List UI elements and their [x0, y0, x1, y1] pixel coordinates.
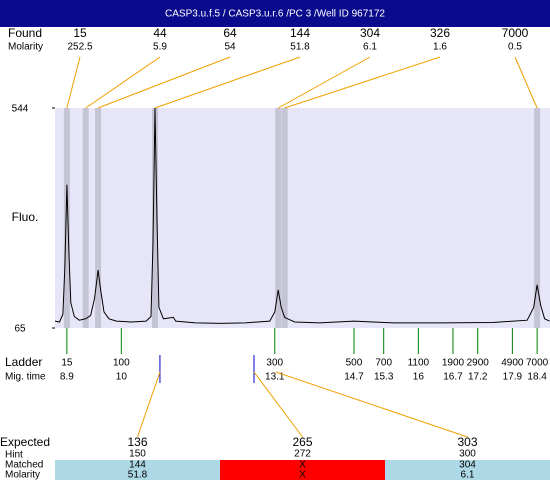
- found-size: 326: [430, 26, 450, 40]
- peak-band: [151, 108, 158, 328]
- peak-connector: [97, 56, 231, 109]
- header-title: CASP3.u.f.5 / CASP3.u.r.6 /PC 3 /Well ID…: [165, 9, 385, 20]
- peak-band: [275, 108, 282, 328]
- matched: 304: [459, 460, 476, 471]
- matched: X: [299, 460, 306, 471]
- matched-molarity: 51.8: [128, 470, 148, 480]
- found-molarity: 252.5: [67, 42, 92, 53]
- expected-label: Expected: [0, 435, 50, 449]
- peak-connector: [284, 56, 441, 109]
- match-cell: [385, 460, 550, 480]
- found-label: Found: [8, 26, 42, 40]
- y-tick-label: 65: [14, 324, 26, 335]
- matched-label: Matched: [5, 460, 43, 471]
- matched: 144: [129, 460, 146, 471]
- expected-connector: [137, 371, 161, 438]
- found-molarity: 6.1: [363, 42, 377, 53]
- molarity-label: Molarity: [5, 470, 40, 480]
- ladder-label: Ladder: [5, 355, 42, 369]
- peak-band: [534, 108, 541, 328]
- ladder-mig-time: 17.9: [503, 372, 523, 383]
- ladder-size: 1100: [408, 358, 430, 369]
- ladder-size: 300: [266, 358, 283, 369]
- found-size: 304: [360, 26, 380, 40]
- peak-connector: [278, 56, 371, 109]
- plot-area: [55, 108, 550, 328]
- molarity-label: Molarity: [8, 42, 43, 53]
- found-size: 64: [223, 26, 237, 40]
- found-molarity: 54: [224, 42, 236, 53]
- found-molarity: 51.8: [290, 42, 310, 53]
- y-axis-label: Fluo.: [12, 210, 39, 224]
- ladder-mig-time: 16.7: [443, 372, 463, 383]
- matched-molarity: X: [299, 470, 306, 480]
- peak-connector: [514, 56, 538, 109]
- match-cell: [55, 460, 220, 480]
- expected-size: 136: [127, 435, 147, 449]
- found-molarity: 0.5: [508, 42, 522, 53]
- peak-band: [82, 108, 89, 328]
- peak-connector: [85, 56, 161, 109]
- ladder-mig-time: 8.9: [60, 372, 74, 383]
- header-bar: [0, 0, 550, 27]
- found-size: 15: [73, 26, 87, 40]
- ladder-mig-time: 15.3: [374, 372, 394, 383]
- ladder-mig-time: 17.2: [468, 372, 488, 383]
- ladder-size: 700: [375, 358, 392, 369]
- found-size: 144: [290, 26, 310, 40]
- ladder-mig-time: 18.4: [527, 372, 547, 383]
- ladder-size: 1900: [442, 358, 465, 369]
- found-size: 7000: [502, 26, 529, 40]
- ladder-mig-time: 13.1: [265, 372, 285, 383]
- ladder-size: 2900: [467, 358, 490, 369]
- ladder-mig-time: 10: [116, 372, 128, 383]
- hint: 150: [129, 449, 146, 460]
- matched-molarity: 6.1: [461, 470, 475, 480]
- ladder-size: 7000: [526, 358, 549, 369]
- expected-connector: [253, 371, 303, 438]
- found-size: 44: [153, 26, 167, 40]
- hint-label: Hint: [5, 450, 23, 461]
- ladder-mig-time: 16: [413, 372, 425, 383]
- ladder-size: 4900: [501, 358, 524, 369]
- ladder-mig-time: 14.7: [344, 372, 364, 383]
- ladder-size: 100: [113, 358, 130, 369]
- hint: 300: [459, 449, 476, 460]
- mig-time-label: Mig. time: [5, 372, 46, 383]
- ladder-size: 15: [61, 358, 73, 369]
- found-molarity: 5.9: [153, 42, 167, 53]
- peak-band: [281, 108, 288, 328]
- expected-size: 265: [292, 435, 312, 449]
- found-molarity: 1.6: [433, 42, 447, 53]
- expected-size: 303: [457, 435, 477, 449]
- trace: [54, 107, 550, 324]
- match-cell: [220, 460, 385, 480]
- peak-band: [63, 108, 70, 328]
- expected-connector: [275, 371, 468, 438]
- hint: 272: [294, 449, 311, 460]
- y-tick-label: 544: [12, 104, 29, 115]
- peak-connector: [154, 56, 301, 109]
- ladder-size: 500: [346, 358, 363, 369]
- peak-connector: [66, 56, 81, 109]
- peak-band: [95, 108, 102, 328]
